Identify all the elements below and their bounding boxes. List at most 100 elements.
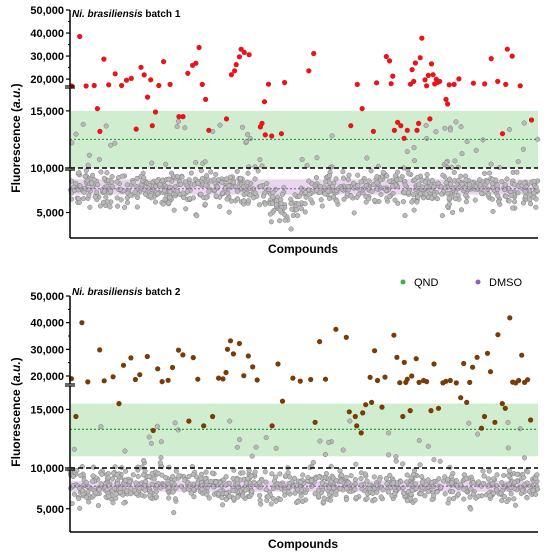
hit-point [165,377,171,383]
compound-point [166,484,172,490]
compound-point [446,201,453,207]
compound-point [501,493,507,500]
compound-point [247,192,253,198]
compound-point [114,472,120,478]
compound-point [451,169,457,175]
compound-point [104,487,110,493]
hit-point [152,109,159,115]
compound-point [110,500,116,506]
dmso-band [71,480,538,492]
compound-point [257,157,263,163]
compound-point [302,209,308,215]
hit-point [488,56,494,62]
compound-point [76,170,82,176]
compound-point [533,204,539,210]
compound-point [194,213,200,219]
compound-point [127,192,133,198]
compound-point [481,170,488,176]
compound-point [191,494,197,500]
compound-point [343,474,349,480]
compound-point [182,125,188,131]
compound-point [104,199,110,205]
compound-point [446,195,452,201]
compound-point [80,196,86,202]
panel-title-italic: Ni. brasiliensis [72,287,143,298]
compound-point [162,196,168,202]
hit-point [224,346,231,352]
compound-point [166,176,172,182]
hit-point [519,352,525,358]
compound-point [520,487,526,493]
compound-point [378,191,384,197]
compound-point [522,189,528,195]
hit-point [504,46,510,52]
hit-point [360,410,366,416]
hit-point [123,77,130,83]
y-tick-label: 30,000 [30,51,64,63]
hit-point [279,398,286,404]
compound-point [255,168,261,174]
hit-point [343,334,349,340]
compound-point [419,479,426,485]
compound-point [86,499,92,505]
compound-point [219,495,225,501]
compound-point [267,211,273,217]
compound-point [376,477,382,483]
compound-point [520,200,526,206]
hit-point [383,53,389,60]
compound-point [243,480,249,486]
compound-point [228,198,234,204]
compound-point [364,478,370,484]
compound-point [346,172,352,178]
compound-point [353,461,359,467]
compound-point [412,497,418,503]
compound-point [345,480,351,486]
hit-point [156,82,162,89]
compound-point [183,206,189,212]
compound-point [248,473,254,479]
hit-point [382,374,388,380]
compound-point [146,474,152,480]
compound-point [245,131,251,137]
compound-point [273,202,279,208]
compound-point [494,472,500,478]
compound-point [76,495,82,502]
hit-point [419,35,425,41]
compound-point [203,182,209,188]
hit-point [379,404,385,410]
compound-point [108,188,114,194]
compound-point [512,199,518,205]
hit-point [254,377,260,383]
hit-points [68,315,534,436]
compound-point [458,173,464,179]
compound-point [252,469,258,475]
compound-point [404,472,410,478]
hit-point [409,373,415,379]
compound-point [175,173,181,180]
compound-point [234,168,240,174]
compound-point [143,191,149,197]
compound-point [429,195,435,201]
hit-point [470,364,476,370]
compound-point [77,505,83,511]
compound-point [132,189,138,195]
hit-point [517,83,523,89]
compound-point [174,123,180,130]
compound-point [302,201,308,207]
compound-point [378,494,384,500]
compound-point [425,489,431,495]
compound-point [423,122,429,129]
compound-point [215,177,221,183]
compound-point [314,155,320,161]
compound-point [369,188,375,194]
compound-point [190,195,196,201]
y-tick-label: 20,000 [30,371,64,383]
compound-point [380,487,386,493]
hit-point [503,81,509,87]
compound-point [494,487,500,493]
compound-point [282,488,288,495]
compound-point [341,196,347,202]
compound-point [434,196,440,202]
compound-point [147,492,153,498]
compound-point [429,177,435,183]
